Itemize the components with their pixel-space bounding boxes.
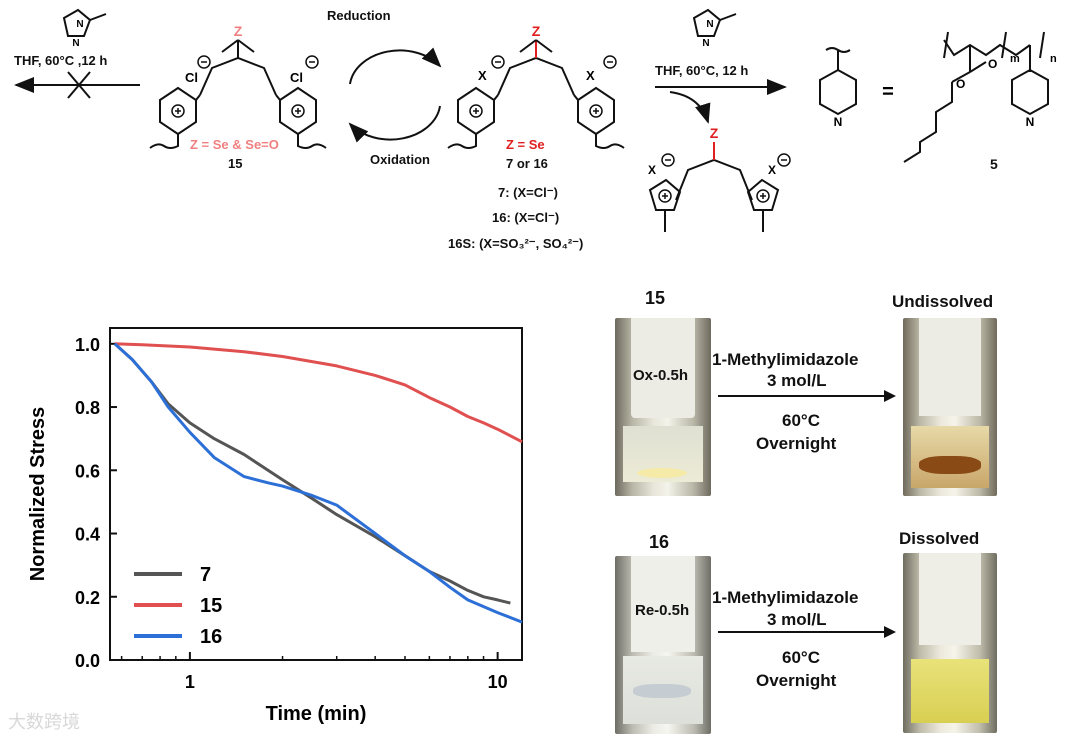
minus-charge-icon (777, 153, 791, 167)
imidazolium-product-structure (648, 142, 780, 232)
minus-charge-icon (305, 55, 319, 69)
axis-ticks: 0.0 0.2 0.4 0.6 0.8 1.0 1 10 (75, 335, 508, 692)
pyridine-n-label: N (834, 115, 843, 129)
imidazole-n-label: N (76, 19, 83, 30)
center-z-label: Z = Se (506, 137, 545, 152)
definition-16: 16: (X=Cl⁻) (492, 210, 560, 225)
y-tick-label-2: 0.4 (75, 525, 100, 545)
ox-tube-label: Ox-0.5h (633, 367, 689, 384)
minus-charge-icon (661, 153, 675, 167)
pyridine-unit-structure (819, 47, 857, 116)
y-tick-label-3: 0.6 (75, 461, 100, 481)
y-axis-label: Normalized Stress (27, 407, 49, 582)
imidazole-structure-right (692, 8, 737, 37)
polymer-number: 5 (990, 156, 998, 172)
reaction-scheme: N N Z Cl Cl Z X (14, 8, 1057, 232)
vial-photo-16-before (615, 556, 711, 734)
x-axis-label: Time (min) (266, 703, 367, 725)
condition-left: THF, 60°C ,12 h (14, 53, 108, 68)
reagent-label-bottom: 1-Methylimidazole (712, 588, 859, 607)
z-atom-product: Z (710, 125, 719, 141)
oxygen-label-2: O (988, 57, 997, 71)
poly-m-label: m (1010, 53, 1020, 65)
y-tick-label-1: 0.2 (75, 588, 100, 608)
plus-charge-icon (658, 189, 672, 203)
structure-15 (149, 39, 327, 149)
polymer-5-structure (903, 31, 1049, 163)
undissolved-label: Undissolved (892, 292, 994, 311)
equals-sign: = (882, 81, 894, 103)
time-label-top: Overnight (756, 434, 837, 453)
cl-label-15b: Cl (290, 70, 303, 85)
series-line-16 (113, 342, 523, 624)
left-z-label: Z = Se & Se=O (190, 137, 279, 152)
x-label-c: X (648, 163, 656, 177)
reagent-label-top: 1-Methylimidazole (712, 350, 859, 369)
x-tick-label-0: 1 (185, 672, 195, 692)
poly-n-label: n (1050, 53, 1057, 65)
dissolved-label: Dissolved (899, 529, 980, 548)
plus-charge-icon (469, 104, 483, 118)
plus-charge-icon (589, 104, 603, 118)
time-label-bottom: Overnight (756, 671, 837, 690)
stress-relaxation-chart: 0.0 0.2 0.4 0.6 0.8 1.0 1 10 7 15 16 Time (min) N… (27, 327, 523, 725)
photo-15-label: 15 (645, 288, 666, 308)
y-tick-label-0: 0.0 (75, 651, 100, 671)
concentration-label-top: 3 mol/L (767, 371, 827, 390)
vial-photo-15-after (903, 318, 997, 496)
re-tube-label: Re-0.5h (635, 602, 690, 619)
vial-photo-16-after (903, 553, 997, 733)
minus-charge-icon (603, 55, 617, 69)
z-atom-center: Z (532, 23, 541, 39)
y-tick-label-4: 0.8 (75, 398, 100, 418)
redox-cycle-arrows (348, 47, 442, 143)
y-tick-label-5: 1.0 (75, 335, 100, 355)
legend-label-7: 7 (200, 564, 211, 586)
z-atom-15: Z (234, 23, 243, 39)
vial-photo-15-before (615, 318, 711, 496)
plot-frame (109, 327, 523, 661)
plus-charge-icon (756, 189, 770, 203)
legend-label-16: 16 (200, 626, 222, 648)
watermark: 大数跨境 (8, 712, 80, 733)
temperature-label-top: 60°C (782, 411, 820, 430)
definition-16s: 16S: (X=SO₃²⁻, SO₄²⁻) (448, 236, 584, 251)
center-compound-number: 7 or 16 (506, 156, 548, 171)
plus-charge-icon (291, 104, 305, 118)
imidazole-n-label-4: N (702, 38, 709, 49)
x-label-a: X (478, 68, 487, 83)
imidazole-n-label-2: N (72, 38, 79, 49)
condition-right: THF, 60°C, 12 h (655, 63, 749, 78)
cl-label-15a: Cl (185, 70, 198, 85)
x-label-d: X (768, 163, 776, 177)
imidazole-n-label-3: N (706, 19, 713, 30)
minus-charge-icon (491, 55, 505, 69)
temperature-label-bottom: 60°C (782, 648, 820, 667)
legend: 7 15 16 (134, 564, 222, 648)
legend-label-15: 15 (200, 595, 222, 617)
definition-7: 7: (X=Cl⁻) (498, 185, 558, 200)
photo-arrow-bottom (718, 626, 896, 638)
photo-16-label: 16 (649, 532, 670, 552)
x-label-b: X (586, 68, 595, 83)
x-tick-label-1: 10 (488, 672, 508, 692)
data-series (113, 342, 523, 624)
series-line-7 (113, 342, 511, 605)
oxidation-label: Oxidation (370, 152, 430, 167)
polymer-n-label: N (1026, 115, 1035, 129)
plus-charge-icon (171, 104, 185, 118)
series-line-15 (114, 342, 523, 444)
reduction-label: Reduction (327, 8, 391, 23)
concentration-label-bottom: 3 mol/L (767, 610, 827, 629)
curved-arrow-down (669, 91, 711, 124)
left-compound-number: 15 (228, 156, 243, 171)
imidazole-structure-left (62, 8, 107, 37)
photo-arrow-top (718, 390, 896, 402)
minus-charge-icon (197, 55, 211, 69)
oxygen-label: O (956, 77, 965, 91)
structure-7-16 (447, 39, 625, 149)
blocked-reaction-arrow (14, 71, 140, 99)
